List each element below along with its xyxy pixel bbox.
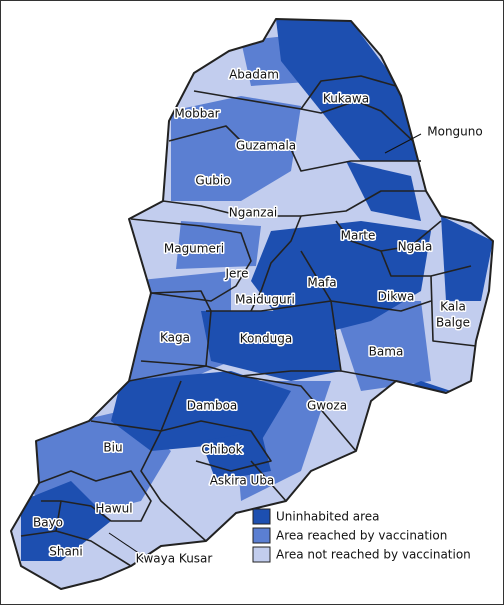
region-labels: Abadam Kukawa Mobbar Guzamala Monguno Gubio Ng… [31,66,484,567]
region-label: Gwoza [307,399,347,413]
region-label: Guzamala [236,139,296,153]
region-label: Bayo [33,516,63,530]
legend: Uninhabited area Area reached by vaccinat… [252,508,471,563]
region-label: Gubio [195,174,230,188]
region-label: Kaga [160,331,190,345]
region-label: Magumeri [164,242,224,256]
region-label: Konduga [240,332,292,346]
region-label: Dikwa [378,290,415,304]
region-label: Bama [369,345,404,359]
legend-label: Uninhabited area [276,510,380,524]
region-label: Mafa [307,276,336,290]
region-label: Mobbar [174,107,219,121]
region-label: Chibok [201,443,242,457]
region-label: Marte [341,229,376,243]
leader-line [108,532,147,559]
region-label: Hawul [95,502,132,516]
region-label: Jere [225,267,249,281]
legend-swatch [252,546,271,563]
region-label: Kala [440,300,466,314]
leader-line [384,133,422,154]
region-label: Nganzai [229,206,278,220]
region-label: Ngala [398,240,433,254]
region-label: Monguno [427,125,482,139]
legend-swatch [252,508,271,525]
region-label: Maiduguri [235,293,295,307]
region-label: Damboa [187,399,238,413]
region-label: Kwaya Kusar [136,552,213,566]
region-label: Biu [103,441,122,455]
district-borders [20,75,477,567]
region-label: Kukawa [323,92,369,106]
legend-label: Area not reached by vaccination [276,548,471,562]
region-label: Askira Uba [210,474,275,488]
region-label: Shani [49,545,83,559]
region-label: Balge [436,316,470,330]
legend-label: Area reached by vaccination [276,529,447,543]
region-label: Abadam [229,68,279,82]
legend-swatch [252,527,271,544]
